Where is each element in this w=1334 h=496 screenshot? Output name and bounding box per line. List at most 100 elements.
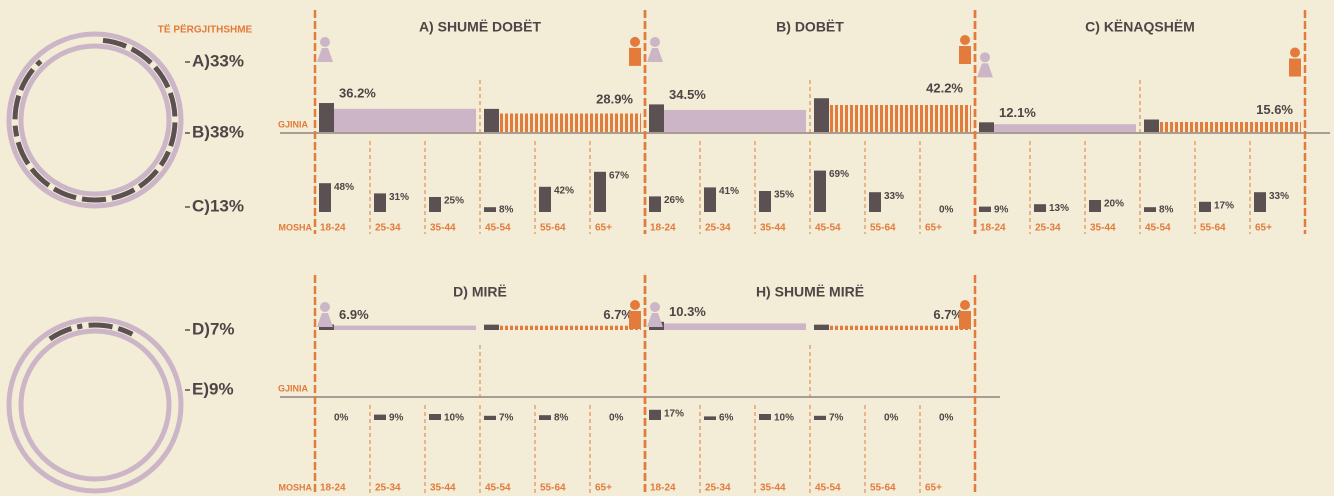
age-value-label: 0% (609, 413, 624, 424)
male-bar-lead (484, 324, 499, 330)
age-value-label: 48% (334, 182, 354, 193)
age-value-label: 6% (719, 413, 734, 424)
ring-inner (18, 328, 172, 482)
age-group-label: 35-44 (430, 223, 456, 234)
person-icon-body (629, 47, 641, 66)
age-bar (539, 186, 551, 212)
age-bar (374, 414, 386, 420)
person-icon-head (960, 35, 970, 45)
age-group-label: 45-54 (1145, 223, 1171, 234)
female-label: 12.1% (999, 105, 1036, 120)
age-value-label: 42% (554, 185, 574, 196)
female-bar (649, 104, 806, 132)
person-icon-body (959, 46, 971, 64)
age-group-label: 45-54 (485, 483, 511, 494)
age-label: MOSHA (279, 482, 313, 492)
overall-arc (48, 323, 83, 342)
age-group-label: 25-34 (375, 223, 401, 234)
age-value-label: 8% (499, 205, 514, 216)
female-bar-lead (319, 324, 334, 330)
age-bar (374, 193, 386, 212)
age-value-label: 0% (884, 413, 899, 424)
age-value-label: 9% (994, 205, 1009, 216)
age-bar (979, 206, 991, 212)
male-label: 28.9% (596, 91, 633, 106)
person-icon-head (650, 302, 660, 312)
age-group-label: 25-34 (705, 223, 731, 234)
person-icon-head (630, 300, 640, 310)
age-bar (1144, 207, 1156, 212)
age-bar (539, 415, 551, 420)
female-label: 34.5% (669, 87, 706, 102)
male-bar-lead (484, 108, 499, 132)
female-label: 36.2% (339, 85, 376, 100)
age-group-label: 18-24 (980, 223, 1006, 234)
age-value-label: 25% (444, 196, 464, 207)
age-group-label: 25-34 (375, 483, 401, 494)
age-bar (1199, 201, 1211, 212)
person-icon-body (959, 311, 971, 329)
age-value-label: 8% (554, 413, 569, 424)
male-bar-body (499, 325, 641, 330)
age-value-label: 33% (1269, 191, 1289, 202)
person-icon-body (647, 48, 663, 62)
age-bar (1254, 192, 1266, 212)
male-bar-body (829, 104, 971, 132)
age-bar (1089, 200, 1101, 212)
age-bar (759, 414, 771, 420)
age-group-label: 18-24 (650, 223, 676, 234)
male-bar-lead (814, 324, 829, 330)
female-bar-body (664, 323, 806, 330)
age-bar (704, 416, 716, 420)
age-value-label: 10% (444, 413, 464, 424)
age-bar (869, 192, 881, 212)
overall-label: C)13% (192, 196, 244, 215)
female-label: 6.9% (339, 307, 369, 322)
male-bar-body (499, 113, 641, 132)
male-bar (484, 324, 641, 330)
ring-outer (6, 316, 184, 494)
ring-outer (6, 31, 184, 209)
age-value-label: 35% (774, 190, 794, 201)
male-label: 15.6% (1256, 102, 1293, 117)
female-label: 10.3% (669, 304, 706, 319)
person-icon-body (317, 313, 333, 327)
person-icon-head (320, 302, 330, 312)
age-value-label: 13% (1049, 203, 1069, 214)
age-value-label: 69% (829, 169, 849, 180)
gender-label: GJINIA (278, 119, 309, 129)
age-group-label: 25-34 (1035, 223, 1061, 234)
male-label: 42.2% (926, 81, 963, 96)
ring-inner (18, 43, 172, 197)
age-bar (429, 414, 441, 420)
female-bar (319, 103, 476, 132)
age-bar (594, 171, 606, 212)
age-bar (814, 170, 826, 212)
person-icon-body (629, 311, 641, 329)
age-value-label: 0% (939, 413, 954, 424)
panel-title: H) SHUMË MIRË (756, 284, 864, 300)
female-bar (979, 122, 1136, 132)
age-bar (814, 415, 826, 420)
overall-arc (102, 37, 178, 167)
age-group-label: 35-44 (760, 483, 786, 494)
age-value-label: 31% (389, 192, 409, 203)
age-bar (1034, 204, 1046, 212)
age-bar (704, 187, 716, 212)
person-icon-head (1290, 47, 1300, 58)
female-bar-lead (319, 103, 334, 132)
age-group-label: 65+ (595, 483, 612, 494)
overall-arc (12, 125, 160, 203)
overall-label: D)7% (192, 319, 235, 338)
panel-title: C) KËNAQSHËM (1085, 19, 1195, 35)
male-bar-body (1159, 122, 1301, 132)
male-bar-lead (814, 98, 829, 132)
male-bar-lead (1144, 119, 1159, 132)
age-group-label: 65+ (925, 483, 942, 494)
male-label: 6.7% (603, 307, 633, 322)
age-group-label: 65+ (595, 223, 612, 234)
age-group-label: 45-54 (815, 223, 841, 234)
male-label: 6.7% (933, 307, 963, 322)
